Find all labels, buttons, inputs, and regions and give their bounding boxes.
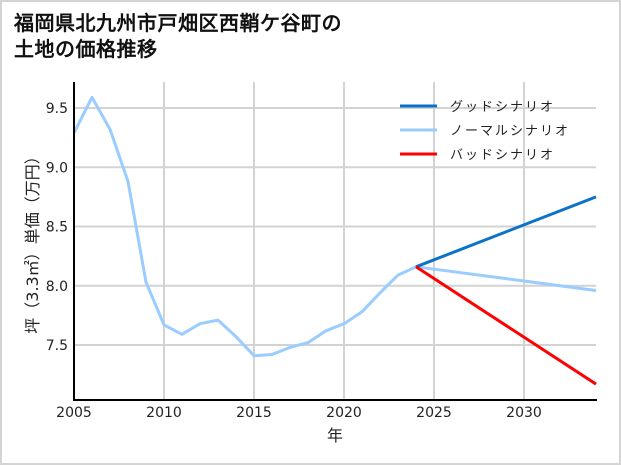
series-line	[72, 95, 597, 358]
legend-label: バッドシナリオ	[450, 148, 555, 163]
title-line-2: 土地の価格推移	[14, 37, 158, 61]
series-lines	[72, 95, 597, 386]
x-tick-label: 2020	[326, 405, 362, 421]
x-tick-label: 2010	[146, 405, 182, 421]
legend-label: ノーマルシナリオ	[450, 124, 570, 139]
x-tick-label: 2030	[506, 405, 542, 421]
y-tick-label: 9.5	[46, 101, 68, 117]
y-tick-labels: 7.5 8.0 8.5 9.0 9.5	[46, 101, 68, 354]
title-line-1: 福岡県北九州市戸畑区西鞘ケ谷町の	[14, 11, 342, 35]
y-tick-label: 8.5	[46, 220, 68, 236]
x-tick-labels: 2005 2010 2015 2020 2025 2030	[56, 405, 542, 421]
y-axis-label: 坪（3.3㎡）単価（万円）	[23, 148, 42, 333]
y-tick-label: 7.5	[46, 338, 68, 354]
x-axis-label: 年	[327, 426, 343, 445]
x-tick-label: 2015	[236, 405, 272, 421]
series-line	[415, 265, 597, 386]
legend-label: グッドシナリオ	[450, 100, 555, 115]
grid-lines	[74, 82, 596, 400]
chart-title: 福岡県北九州市戸畑区西鞘ケ谷町の 土地の価格推移	[14, 10, 342, 62]
x-tick-label: 2025	[416, 405, 452, 421]
series-line	[415, 195, 597, 269]
y-tick-label: 8.0	[46, 279, 68, 295]
x-tick-label: 2005	[56, 405, 92, 421]
y-tick-label: 9.0	[46, 160, 68, 176]
